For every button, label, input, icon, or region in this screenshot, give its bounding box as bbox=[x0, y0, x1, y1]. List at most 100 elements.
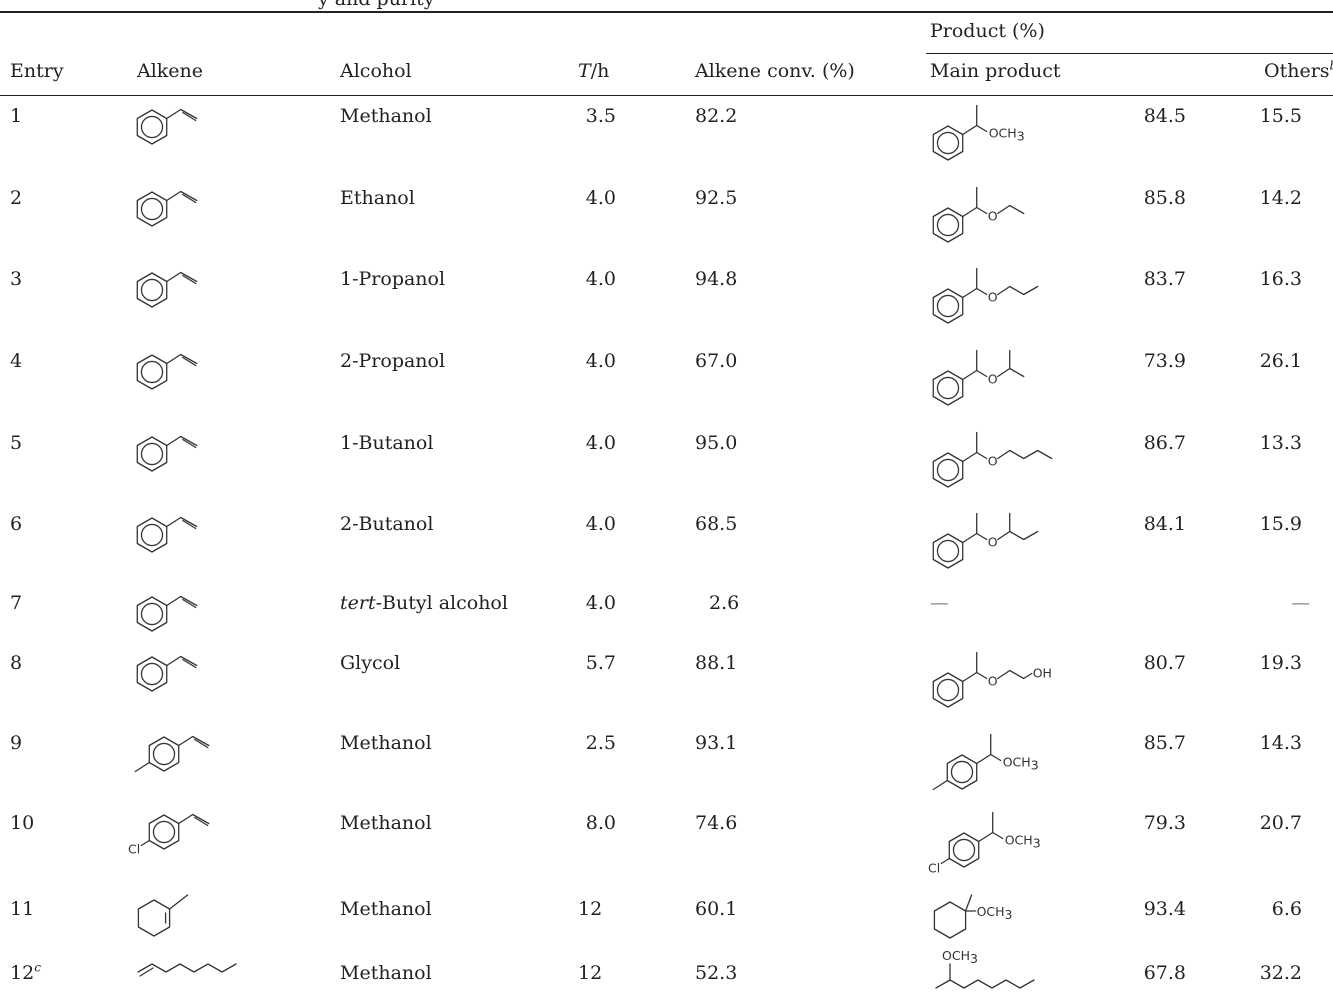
alcohol-cell: 1-Butanol bbox=[340, 432, 434, 454]
product-structure-5: O bbox=[932, 431, 1053, 488]
svg-text:OCH3: OCH3 bbox=[1003, 755, 1039, 773]
alkene-structure-12 bbox=[137, 963, 237, 977]
others-percent: 15.9 bbox=[1259, 513, 1302, 535]
conversion-cell: 60.1 bbox=[695, 898, 738, 920]
conversion-cell: 94.8 bbox=[695, 268, 738, 290]
main-product-percent: 85.8 bbox=[1143, 187, 1186, 209]
alkene-structure-7 bbox=[136, 595, 198, 632]
time-cell: 12 bbox=[578, 898, 603, 920]
conversion-cell: 52.3 bbox=[695, 962, 738, 984]
alcohol-cell: Ethanol bbox=[340, 187, 415, 209]
others-percent: 26.1 bbox=[1259, 350, 1302, 372]
entry-cell: 4 bbox=[10, 350, 23, 372]
time-cell: 5.7 bbox=[585, 652, 616, 674]
alcohol-cell: tert-Butyl alcohol bbox=[340, 592, 508, 614]
header-product-group: Product (%) bbox=[930, 20, 1045, 42]
top-rule bbox=[0, 11, 1333, 13]
product-structure-10: OCH3 Cl bbox=[928, 811, 1041, 876]
time-cell: 4.0 bbox=[585, 592, 616, 614]
table-caption-fragment: y and purity bbox=[318, 0, 434, 10]
main-product-percent: 86.7 bbox=[1143, 432, 1186, 454]
svg-text:Cl: Cl bbox=[928, 861, 940, 876]
header-conversion: Alkene conv. (%) bbox=[695, 60, 855, 82]
others-percent: 15.5 bbox=[1259, 105, 1302, 127]
time-cell: 2.5 bbox=[585, 732, 616, 754]
others-percent: 13.3 bbox=[1259, 432, 1302, 454]
product-structure-1: OCH3 bbox=[932, 104, 1025, 161]
entry-cell: 3 bbox=[10, 268, 23, 290]
others-percent: — bbox=[1291, 592, 1310, 614]
main-product-percent: 83.7 bbox=[1143, 268, 1186, 290]
others-percent: 6.6 bbox=[1271, 898, 1302, 920]
svg-text:O: O bbox=[988, 372, 998, 387]
entry-cell: 8 bbox=[10, 652, 23, 674]
others-percent: 16.3 bbox=[1259, 268, 1302, 290]
main-product-percent: 93.4 bbox=[1143, 898, 1186, 920]
alcohol-cell: 2-Propanol bbox=[340, 350, 446, 372]
alcohol-cell: Methanol bbox=[340, 962, 432, 984]
main-product-percent: 84.5 bbox=[1143, 105, 1186, 127]
header-alcohol: Alcohol bbox=[340, 60, 412, 82]
main-product-percent: 84.1 bbox=[1143, 513, 1186, 535]
conversion-cell: 92.5 bbox=[695, 187, 738, 209]
entry-cell: 12c bbox=[10, 960, 41, 984]
alkene-structure-8 bbox=[136, 655, 198, 692]
conversion-cell: 93.1 bbox=[695, 732, 738, 754]
alkene-structure-10: Cl bbox=[128, 813, 210, 857]
header-main-product: Main product bbox=[930, 60, 1061, 82]
alcohol-cell: Methanol bbox=[340, 812, 432, 834]
header-entry: Entry bbox=[10, 60, 64, 82]
header-others: Othersb bbox=[1264, 60, 1333, 82]
main-product-percent: 85.7 bbox=[1143, 732, 1186, 754]
product-structure-2: O bbox=[932, 186, 1025, 243]
alkene-structure-5 bbox=[136, 435, 198, 472]
conversion-cell: 74.6 bbox=[695, 812, 738, 834]
main-product-percent: 67.8 bbox=[1143, 962, 1186, 984]
alcohol-name: -Butyl alcohol bbox=[375, 592, 508, 614]
main-product-percent: 80.7 bbox=[1143, 652, 1186, 674]
alcohol-cell: Glycol bbox=[340, 652, 401, 674]
alkene-structure-9 bbox=[134, 735, 210, 773]
product-structure-9: OCH3 bbox=[932, 733, 1039, 791]
others-percent: 20.7 bbox=[1259, 812, 1302, 834]
alkene-structure-4 bbox=[136, 353, 198, 390]
entry-cell: 9 bbox=[10, 732, 23, 754]
entry-cell: 10 bbox=[10, 812, 35, 834]
product-structure-6: O bbox=[932, 512, 1039, 569]
alkene-structure-1 bbox=[136, 108, 198, 145]
others-percent: 32.2 bbox=[1259, 962, 1302, 984]
svg-text:OCH3: OCH3 bbox=[977, 904, 1013, 922]
alcohol-cell: 1-Propanol bbox=[340, 268, 446, 290]
time-cell: 12 bbox=[578, 962, 603, 984]
time-cell: 4.0 bbox=[585, 513, 616, 535]
entry-cell: 7 bbox=[10, 592, 23, 614]
time-cell: 4.0 bbox=[585, 268, 616, 290]
conversion-cell: 68.5 bbox=[695, 513, 738, 535]
header-others-label: Others bbox=[1264, 60, 1330, 82]
conversion-cell: 2.6 bbox=[709, 592, 740, 614]
others-percent: 14.2 bbox=[1259, 187, 1302, 209]
header-alkene: Alkene bbox=[137, 60, 204, 82]
header-others-footnote: b bbox=[1330, 59, 1333, 73]
product-structure-11: OCH3 bbox=[933, 894, 1013, 939]
header-time-unit: /h bbox=[590, 60, 610, 82]
product-structure-8: O OH bbox=[932, 651, 1052, 708]
alkene-structure-11 bbox=[137, 894, 189, 937]
alcohol-cell: Methanol bbox=[340, 898, 432, 920]
product-structure-3: O bbox=[932, 267, 1039, 324]
entry-footnote: c bbox=[34, 960, 41, 975]
entry-cell: 2 bbox=[10, 187, 23, 209]
alcohol-cell: 2-Butanol bbox=[340, 513, 434, 535]
others-percent: 14.3 bbox=[1259, 732, 1302, 754]
alcohol-cell: Methanol bbox=[340, 732, 432, 754]
svg-text:OCH3: OCH3 bbox=[942, 948, 978, 966]
entry-cell: 6 bbox=[10, 513, 23, 535]
product-structure-12: OCH3 bbox=[935, 948, 1035, 989]
header-bottom-rule bbox=[0, 95, 1333, 96]
entry-cell: 1 bbox=[10, 105, 23, 127]
svg-text:OCH3: OCH3 bbox=[989, 126, 1025, 144]
time-cell: 4.0 bbox=[585, 350, 616, 372]
product-group-rule bbox=[926, 53, 1333, 54]
svg-text:OH: OH bbox=[1033, 666, 1052, 681]
svg-text:O: O bbox=[988, 454, 998, 469]
